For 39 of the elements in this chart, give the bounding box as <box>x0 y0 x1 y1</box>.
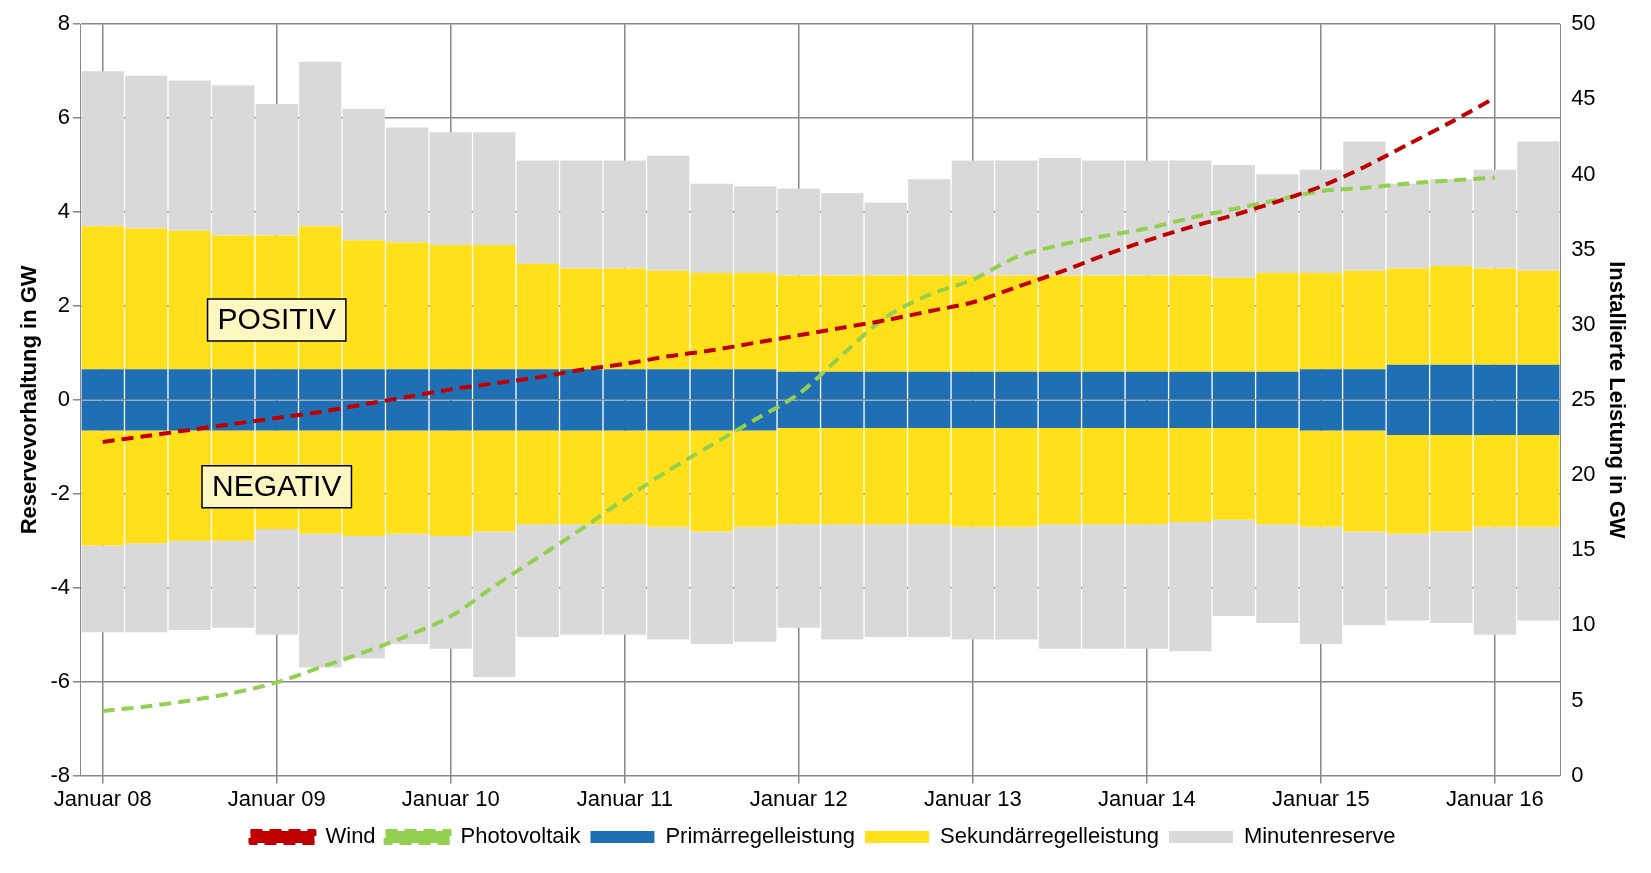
y2-tick-label: 5 <box>1571 686 1584 712</box>
legend-label: Primärregelleistung <box>665 823 855 849</box>
y2-tick-label: 30 <box>1571 310 1596 336</box>
x-tick-label: Januar 12 <box>749 785 848 811</box>
y2-tick-label: 25 <box>1571 385 1596 411</box>
y2-tick-label: 50 <box>1571 10 1596 36</box>
annotation: NEGATIV <box>212 469 342 503</box>
x-tick-label: Januar 13 <box>923 785 1022 811</box>
y-tick-label: 0 <box>57 385 70 411</box>
y-tick-label: -6 <box>50 667 70 693</box>
y2-tick-label: 15 <box>1571 536 1596 562</box>
y2-tick-label: 45 <box>1571 85 1596 111</box>
y2-tick-label: 40 <box>1571 160 1596 186</box>
y-tick-label: -2 <box>50 479 70 505</box>
annotation: POSITIV <box>217 302 336 336</box>
y-tick-label: 2 <box>57 292 70 318</box>
legend-label: Sekundärregelleistung <box>939 823 1159 849</box>
x-tick-label: Januar 15 <box>1271 785 1370 811</box>
x-tick-label: Januar 16 <box>1445 785 1544 811</box>
y2-tick-label: 0 <box>1571 761 1584 787</box>
x-tick-label: Januar 10 <box>401 785 500 811</box>
x-tick-label: Januar 14 <box>1097 785 1196 811</box>
y-tick-label: 6 <box>57 104 70 130</box>
legend-label: Minutenreserve <box>1243 823 1396 849</box>
x-tick-label: Januar 08 <box>53 785 152 811</box>
x-tick-label: Januar 11 <box>576 785 673 811</box>
y2-tick-label: 35 <box>1571 235 1596 261</box>
y2-tick-label: 10 <box>1571 611 1596 637</box>
legend-label: Photovoltaik <box>460 823 582 849</box>
x-tick-label: Januar 09 <box>227 785 326 811</box>
line-series <box>100 175 1497 713</box>
y-tick-label: 8 <box>57 10 70 36</box>
y-tick-label: -4 <box>50 573 70 599</box>
y2-tick-label: 20 <box>1571 461 1596 487</box>
y-axis-title: Reservevorhaltung in GW <box>16 265 42 535</box>
legend-label: Wind <box>325 823 376 849</box>
y-tick-label: -8 <box>50 761 70 787</box>
y2-axis-title: Installierte Leistung in GW <box>1604 261 1630 539</box>
y-tick-label: 4 <box>57 198 70 224</box>
